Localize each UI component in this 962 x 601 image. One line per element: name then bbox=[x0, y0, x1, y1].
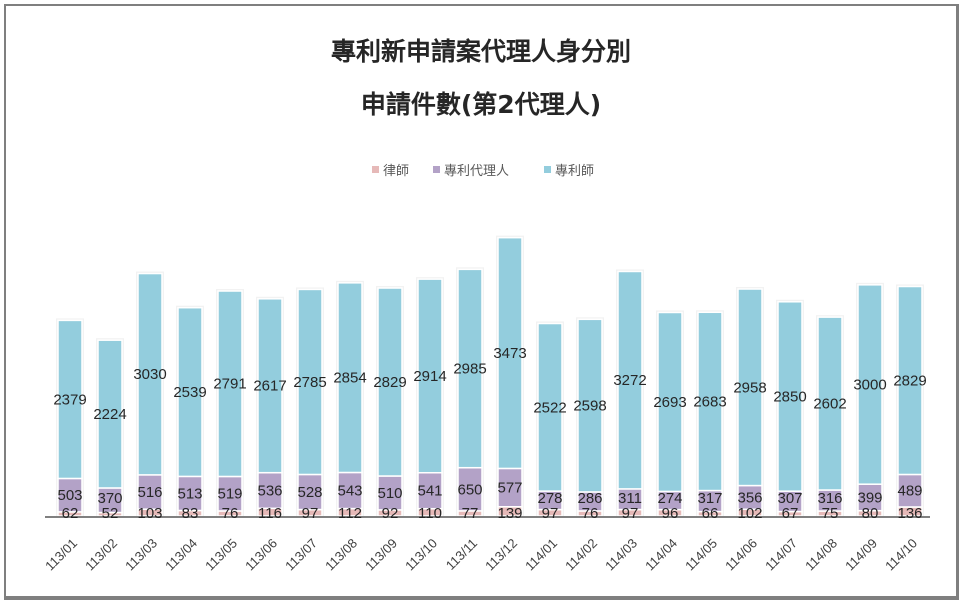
data-label: 311 bbox=[618, 490, 642, 507]
data-label: 102 bbox=[737, 505, 762, 522]
data-label: 2598 bbox=[573, 398, 606, 415]
data-label: 139 bbox=[497, 505, 522, 522]
data-label: 3000 bbox=[853, 377, 886, 394]
data-label: 399 bbox=[857, 489, 882, 506]
x-tick-label: 114/07 bbox=[762, 536, 800, 574]
legend-label: 專利師 bbox=[555, 164, 594, 179]
data-label: 52 bbox=[102, 505, 119, 522]
data-label: 76 bbox=[582, 505, 599, 522]
data-label: 286 bbox=[577, 490, 602, 507]
data-label: 83 bbox=[182, 505, 199, 522]
data-label: 2829 bbox=[373, 374, 406, 391]
data-label: 76 bbox=[222, 505, 239, 522]
data-label: 2914 bbox=[413, 368, 446, 385]
data-label: 3473 bbox=[493, 345, 526, 362]
data-label: 3272 bbox=[613, 372, 646, 389]
data-label: 577 bbox=[497, 480, 522, 497]
data-label: 2224 bbox=[93, 406, 126, 423]
x-tick-label: 114/06 bbox=[722, 536, 760, 574]
x-tick-label: 114/03 bbox=[602, 536, 640, 574]
data-label: 2683 bbox=[693, 393, 726, 410]
data-label: 2379 bbox=[53, 391, 86, 408]
x-tick-label: 114/02 bbox=[562, 536, 600, 574]
stacked-bar-chart: 專利新申請案代理人身分別申請件數(第2代理人) 律師 專利代理人 專利師 62503 23… bbox=[0, 0, 962, 601]
legend-swatch bbox=[544, 166, 551, 173]
x-tick-label: 113/10 bbox=[402, 536, 440, 574]
data-label: 97 bbox=[542, 505, 559, 522]
x-tick-label: 113/07 bbox=[282, 536, 320, 574]
data-label: 650 bbox=[457, 481, 482, 498]
data-label: 541 bbox=[417, 483, 442, 500]
chart-container: 專利新申請案代理人身分別申請件數(第2代理人) 律師 專利代理人 專利師 62503 23… bbox=[0, 0, 962, 601]
x-tick-label: 113/09 bbox=[362, 536, 400, 574]
data-label: 2791 bbox=[213, 376, 246, 393]
data-label: 2785 bbox=[293, 374, 326, 391]
x-tick-label: 114/01 bbox=[522, 536, 560, 574]
data-label: 307 bbox=[777, 490, 802, 507]
data-label: 3030 bbox=[133, 366, 166, 383]
data-label: 116 bbox=[258, 505, 282, 522]
data-label: 110 bbox=[418, 505, 442, 522]
data-label: 2522 bbox=[533, 399, 566, 416]
data-label: 2539 bbox=[173, 384, 206, 401]
data-label: 96 bbox=[662, 505, 679, 522]
data-label: 103 bbox=[137, 505, 162, 522]
data-label: 2854 bbox=[333, 370, 366, 387]
x-tick-label: 113/04 bbox=[162, 536, 200, 574]
data-label: 317 bbox=[697, 490, 722, 507]
data-label: 80 bbox=[862, 505, 879, 522]
x-tick-label: 113/02 bbox=[82, 536, 120, 574]
data-label: 2958 bbox=[733, 379, 766, 396]
legend-swatch bbox=[433, 166, 440, 173]
data-label: 2850 bbox=[773, 388, 806, 405]
data-label: 2985 bbox=[453, 361, 486, 378]
data-label: 92 bbox=[382, 505, 399, 522]
x-tick-label: 114/08 bbox=[802, 536, 840, 574]
data-label: 536 bbox=[257, 482, 282, 499]
data-label: 97 bbox=[622, 505, 639, 522]
x-tick-label: 114/10 bbox=[882, 536, 920, 574]
x-tick-label: 113/12 bbox=[482, 536, 520, 574]
x-tick-label: 113/05 bbox=[202, 536, 240, 574]
data-label: 2602 bbox=[813, 396, 846, 413]
data-label: 356 bbox=[737, 489, 762, 506]
data-label: 274 bbox=[657, 490, 682, 507]
data-label: 2829 bbox=[893, 372, 926, 389]
x-tick-label: 114/09 bbox=[842, 536, 880, 574]
data-label: 316 bbox=[817, 490, 842, 507]
legend-label: 專利代理人 bbox=[444, 164, 509, 179]
data-label: 97 bbox=[302, 505, 319, 522]
data-label: 2617 bbox=[253, 378, 286, 395]
data-label: 136 bbox=[897, 505, 922, 522]
data-label: 519 bbox=[217, 486, 242, 503]
data-label: 370 bbox=[97, 490, 122, 507]
data-label: 278 bbox=[537, 490, 562, 507]
data-label: 510 bbox=[377, 485, 402, 502]
legend-label: 律師 bbox=[383, 164, 409, 179]
x-tick-label: 113/01 bbox=[42, 536, 80, 574]
data-label: 543 bbox=[337, 483, 362, 500]
chart-title-line: 專利新申請案代理人身分別 bbox=[331, 37, 631, 66]
data-label: 66 bbox=[702, 505, 719, 522]
data-label: 503 bbox=[57, 487, 82, 504]
data-label: 75 bbox=[822, 505, 839, 522]
x-tick-label: 113/03 bbox=[122, 536, 160, 574]
data-label: 112 bbox=[338, 505, 362, 522]
x-tick-label: 114/05 bbox=[682, 536, 720, 574]
x-tick-label: 113/08 bbox=[322, 536, 360, 574]
data-label: 62 bbox=[62, 505, 79, 522]
data-label: 489 bbox=[897, 483, 922, 500]
x-tick-label: 114/04 bbox=[642, 536, 680, 574]
x-tick-label: 113/11 bbox=[443, 536, 480, 573]
data-label: 77 bbox=[462, 505, 479, 522]
data-label: 2693 bbox=[653, 394, 686, 411]
data-label: 528 bbox=[297, 484, 322, 501]
chart-title-line: 申請件數(第2代理人) bbox=[361, 90, 601, 119]
data-label: 67 bbox=[782, 505, 799, 522]
data-label: 516 bbox=[137, 484, 162, 501]
x-tick-label: 113/06 bbox=[242, 536, 280, 574]
legend-swatch bbox=[372, 166, 379, 173]
data-label: 513 bbox=[177, 485, 202, 502]
